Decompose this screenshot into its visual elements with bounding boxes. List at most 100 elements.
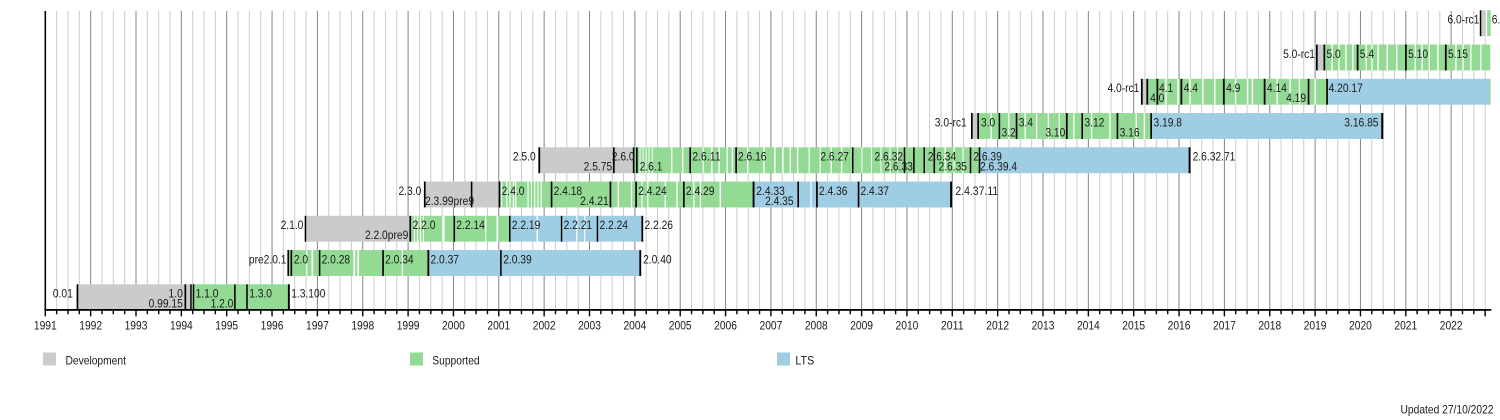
- svg-text:2018: 2018: [1258, 319, 1281, 333]
- svg-text:2006: 2006: [714, 319, 737, 333]
- svg-text:1.3.0: 1.3.0: [249, 287, 272, 301]
- svg-text:Development: Development: [66, 354, 127, 368]
- svg-text:Updated 27/10/2022: Updated 27/10/2022: [1401, 403, 1494, 417]
- svg-text:2010: 2010: [896, 319, 919, 333]
- svg-text:3.4: 3.4: [1019, 115, 1034, 129]
- svg-text:Supported: Supported: [432, 354, 479, 368]
- svg-text:1999: 1999: [397, 319, 420, 333]
- svg-text:2015: 2015: [1122, 319, 1145, 333]
- svg-text:4.19: 4.19: [1286, 91, 1306, 105]
- svg-text:4.4: 4.4: [1184, 81, 1199, 95]
- svg-text:2.0.37: 2.0.37: [431, 252, 460, 266]
- svg-text:3.0: 3.0: [981, 115, 996, 129]
- svg-text:5.10: 5.10: [1408, 47, 1428, 61]
- svg-text:3.10: 3.10: [1045, 125, 1065, 139]
- svg-text:2003: 2003: [578, 319, 601, 333]
- svg-text:2.0.28: 2.0.28: [322, 252, 351, 266]
- svg-text:5.0-rc1: 5.0-rc1: [1283, 47, 1315, 61]
- svg-text:2.6.39.4: 2.6.39.4: [980, 160, 1017, 174]
- svg-text:1991: 1991: [34, 319, 57, 333]
- svg-text:2.5.75: 2.5.75: [584, 160, 613, 174]
- svg-text:3.0-rc1: 3.0-rc1: [935, 115, 967, 129]
- svg-text:2004: 2004: [623, 319, 646, 333]
- svg-text:4.1: 4.1: [1159, 81, 1174, 95]
- svg-text:2.4.21: 2.4.21: [580, 194, 609, 208]
- svg-text:2.6.16: 2.6.16: [738, 150, 767, 164]
- svg-text:1994: 1994: [170, 319, 193, 333]
- svg-text:2.6.32.71: 2.6.32.71: [1193, 150, 1236, 164]
- svg-text:2017: 2017: [1213, 319, 1236, 333]
- svg-text:2.6.1: 2.6.1: [640, 160, 663, 174]
- svg-text:2.4.37: 2.4.37: [861, 184, 890, 198]
- svg-text:6.0: 6.0: [1492, 13, 1500, 27]
- svg-text:4.9: 4.9: [1226, 81, 1241, 95]
- svg-text:1996: 1996: [261, 319, 284, 333]
- svg-text:2.3.99pre9: 2.3.99pre9: [425, 194, 474, 208]
- svg-text:2008: 2008: [805, 319, 828, 333]
- svg-text:4.0-rc1: 4.0-rc1: [1107, 81, 1139, 95]
- svg-text:1992: 1992: [79, 319, 102, 333]
- svg-text:2.6.34: 2.6.34: [928, 150, 957, 164]
- svg-text:2.6.27: 2.6.27: [820, 150, 849, 164]
- svg-text:2007: 2007: [759, 319, 782, 333]
- svg-text:4.14: 4.14: [1267, 81, 1287, 95]
- svg-text:3.16.85: 3.16.85: [1344, 115, 1379, 129]
- svg-text:2.3.0: 2.3.0: [398, 184, 421, 198]
- svg-text:2.6.0: 2.6.0: [612, 150, 635, 164]
- svg-text:2.4.0: 2.4.0: [502, 184, 525, 198]
- svg-text:1.2.0: 1.2.0: [211, 297, 234, 311]
- svg-text:0.99.15: 0.99.15: [149, 297, 184, 311]
- svg-text:2013: 2013: [1032, 319, 1055, 333]
- svg-text:2.4.18: 2.4.18: [554, 184, 583, 198]
- svg-text:2.6.39: 2.6.39: [973, 150, 1002, 164]
- svg-text:4.0: 4.0: [1150, 91, 1165, 105]
- svg-text:1998: 1998: [351, 319, 374, 333]
- svg-text:2022: 2022: [1440, 319, 1463, 333]
- svg-text:1.3.100: 1.3.100: [291, 287, 326, 301]
- svg-text:2.2.19: 2.2.19: [512, 218, 541, 232]
- svg-text:0.01: 0.01: [53, 287, 73, 301]
- svg-text:2.6.35: 2.6.35: [939, 160, 968, 174]
- svg-text:5.15: 5.15: [1448, 47, 1468, 61]
- svg-text:2005: 2005: [669, 319, 692, 333]
- svg-text:6.0-rc1: 6.0-rc1: [1447, 13, 1479, 27]
- svg-text:2.4.29: 2.4.29: [686, 184, 715, 198]
- svg-text:1995: 1995: [215, 319, 238, 333]
- svg-text:1997: 1997: [306, 319, 329, 333]
- svg-text:1993: 1993: [125, 319, 148, 333]
- svg-text:pre2.0.1: pre2.0.1: [249, 252, 287, 266]
- svg-text:1.0: 1.0: [169, 287, 184, 301]
- svg-text:4.20.17: 4.20.17: [1329, 81, 1364, 95]
- svg-text:2019: 2019: [1304, 319, 1327, 333]
- svg-text:2.0.34: 2.0.34: [385, 252, 414, 266]
- svg-text:3.12: 3.12: [1084, 115, 1104, 129]
- svg-text:2.4.37.11: 2.4.37.11: [955, 184, 998, 198]
- svg-text:5.0: 5.0: [1327, 47, 1342, 61]
- svg-text:2016: 2016: [1168, 319, 1191, 333]
- svg-text:1.1.0: 1.1.0: [196, 287, 219, 301]
- svg-text:2000: 2000: [442, 319, 465, 333]
- svg-text:2.4.24: 2.4.24: [638, 184, 667, 198]
- svg-text:2020: 2020: [1349, 319, 1372, 333]
- svg-text:2.1.0: 2.1.0: [281, 218, 304, 232]
- svg-text:2.2.0pre9: 2.2.0pre9: [365, 228, 409, 242]
- svg-text:2.5.0: 2.5.0: [513, 150, 536, 164]
- svg-text:2011: 2011: [941, 319, 964, 333]
- svg-text:2014: 2014: [1077, 319, 1100, 333]
- svg-text:3.16: 3.16: [1120, 125, 1140, 139]
- svg-text:2.4.35: 2.4.35: [765, 194, 794, 208]
- svg-text:2.2.26: 2.2.26: [645, 218, 674, 232]
- svg-text:2.2.0: 2.2.0: [413, 218, 436, 232]
- svg-text:2001: 2001: [487, 319, 510, 333]
- svg-text:2021: 2021: [1394, 319, 1417, 333]
- svg-text:2.6.32: 2.6.32: [874, 150, 903, 164]
- svg-text:2.2.24: 2.2.24: [600, 218, 629, 232]
- svg-text:2.2.21: 2.2.21: [564, 218, 593, 232]
- svg-text:2.0.40: 2.0.40: [643, 252, 672, 266]
- svg-text:2.6.33: 2.6.33: [884, 160, 913, 174]
- svg-text:2009: 2009: [850, 319, 873, 333]
- svg-text:2.2.14: 2.2.14: [456, 218, 485, 232]
- svg-text:2.6.11: 2.6.11: [692, 150, 721, 164]
- svg-text:2.0.39: 2.0.39: [503, 252, 532, 266]
- svg-text:3.2: 3.2: [1002, 125, 1017, 139]
